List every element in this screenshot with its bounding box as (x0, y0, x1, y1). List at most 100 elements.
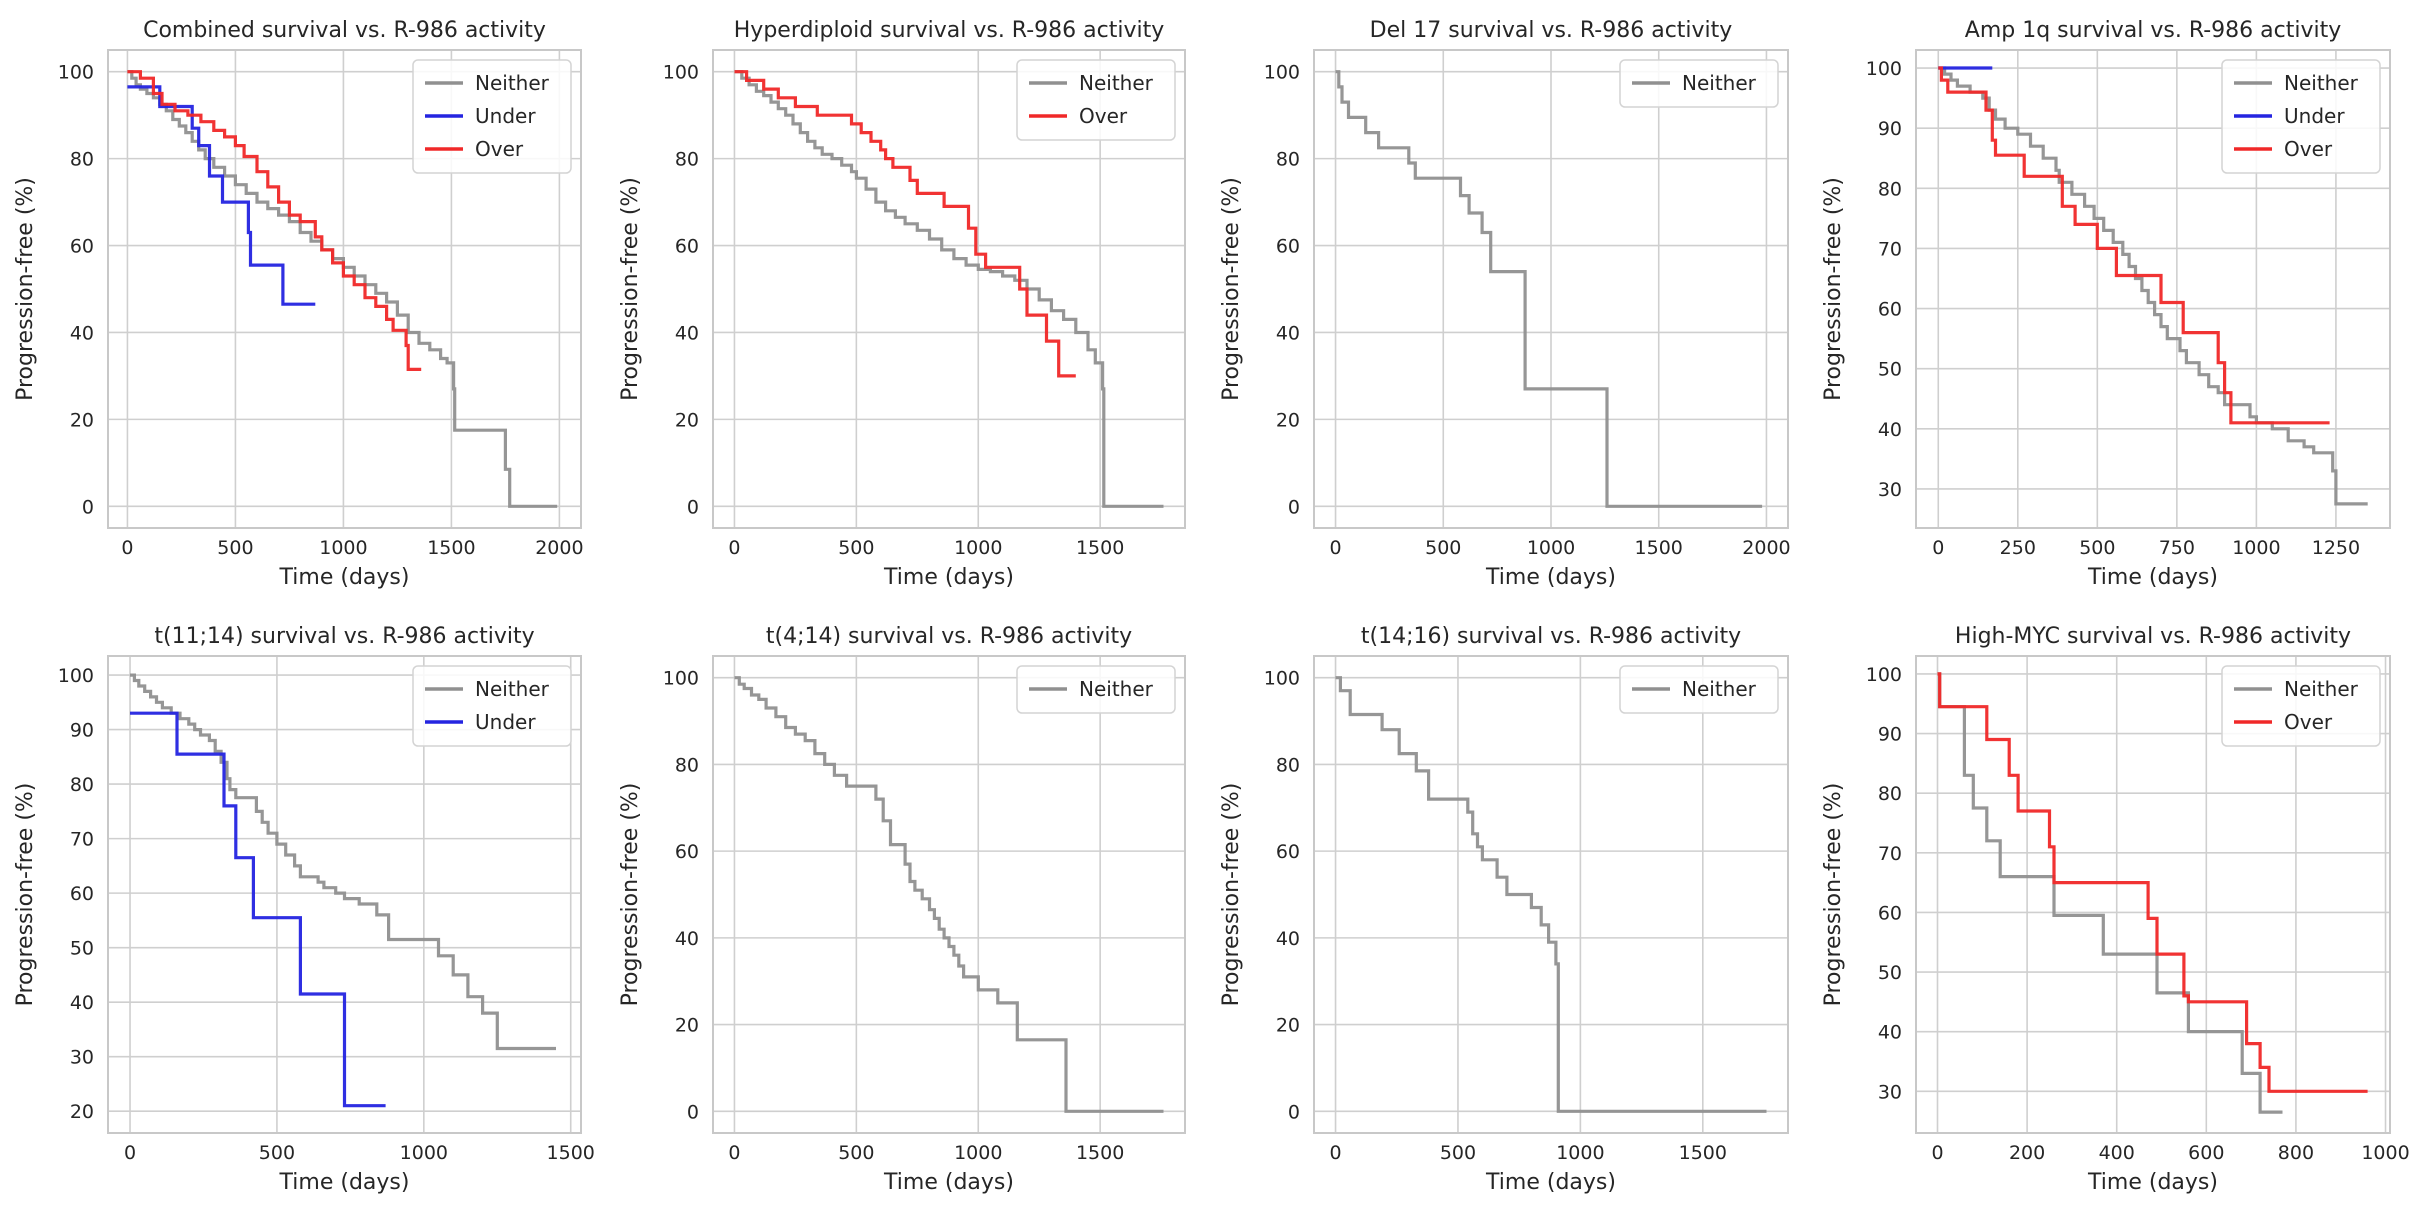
series-line-neither (734, 70, 1164, 508)
x-tick-label: 0 (728, 1142, 740, 1164)
y-tick-label: 60 (70, 883, 94, 905)
x-tick-label: 0 (121, 537, 133, 559)
x-axis-label: Time (days) (1485, 1170, 1616, 1195)
y-tick-label: 0 (1288, 496, 1300, 518)
plot-frame (712, 655, 1186, 1134)
y-tick-label: 20 (675, 1015, 699, 1037)
x-tick-label: 1500 (1635, 537, 1683, 559)
chart-title: High-MYC survival vs. R-986 activity (1955, 624, 2351, 649)
legend-box (1016, 665, 1176, 714)
plot-frame (1915, 49, 2391, 529)
y-axis-label: Progression-free (%) (1219, 177, 1244, 401)
plot-frame (107, 655, 582, 1134)
legend-box (2221, 665, 2381, 747)
legend-box (2221, 59, 2381, 174)
x-tick-label: 0 (1931, 1142, 1943, 1164)
y-tick-label: 60 (70, 236, 94, 258)
series-line-neither (734, 676, 1164, 1113)
y-tick-label: 50 (70, 938, 94, 960)
y-tick-label: 60 (1878, 299, 1902, 321)
y-tick-label: 20 (70, 409, 94, 431)
y-tick-label: 90 (70, 720, 94, 742)
legend-label-under: Under (475, 104, 536, 128)
y-tick-label: 70 (1878, 843, 1902, 865)
y-axis-label: Progression-free (%) (13, 783, 38, 1007)
y-tick-label: 100 (1264, 668, 1300, 690)
chart-title: t(11;14) survival vs. R-986 activity (154, 624, 534, 649)
x-tick-label: 1500 (547, 1142, 595, 1164)
y-tick-label: 80 (1878, 783, 1902, 805)
x-tick-label: 1000 (400, 1142, 448, 1164)
x-tick-label: 0 (728, 537, 740, 559)
x-tick-label: 200 (2009, 1142, 2045, 1164)
x-tick-label: 250 (2000, 537, 2036, 559)
x-tick-label: 400 (2099, 1142, 2135, 1164)
legend-box (1619, 665, 1779, 714)
y-tick-label: 60 (675, 841, 699, 863)
legend: Neither Under Over (2221, 59, 2381, 174)
series-line-neither (1335, 70, 1763, 508)
y-tick-label: 60 (1276, 841, 1300, 863)
y-tick-label: 40 (1276, 928, 1300, 950)
x-tick-label: 1000 (2232, 537, 2280, 559)
x-tick-label: 800 (2278, 1142, 2314, 1164)
legend-label-over: Over (475, 137, 524, 161)
legend: Neither (1619, 665, 1779, 714)
y-tick-label: 20 (675, 409, 699, 431)
chart-panel-6: 0 500 1000 1500 0 20 40 60 80 100 t(4;14) survival… (618, 624, 1186, 1195)
legend: Neither Over (1016, 59, 1176, 141)
series-line-over (1938, 66, 2330, 425)
x-tick-label: 1000 (954, 1142, 1002, 1164)
chart-panel-8: 0 200 400 600 800 1000 30 40 50 60 70 80 90 100 High-M… (1821, 624, 2410, 1195)
x-tick-label: 2000 (535, 537, 583, 559)
legend-label-over: Over (2284, 137, 2333, 161)
series-line-over (127, 70, 422, 371)
legend-box (1016, 59, 1176, 141)
x-tick-label: 1000 (2361, 1142, 2409, 1164)
x-axis-label: Time (days) (2087, 565, 2218, 590)
x-tick-label: 1250 (2312, 537, 2360, 559)
y-tick-label: 50 (1878, 359, 1902, 381)
y-tick-label: 100 (1866, 664, 1902, 686)
series-line-over (734, 70, 1076, 378)
x-tick-label: 500 (1425, 537, 1461, 559)
x-tick-label: 1000 (954, 537, 1002, 559)
y-tick-label: 40 (70, 992, 94, 1014)
x-axis-label: Time (days) (883, 565, 1014, 590)
legend-label-under: Under (2284, 104, 2345, 128)
y-tick-label: 0 (82, 496, 94, 518)
legend-label-neither: Neither (1682, 71, 1757, 95)
x-tick-label: 0 (1329, 537, 1341, 559)
y-tick-label: 0 (687, 496, 699, 518)
chart-panel-1: 0 500 1000 1500 2000 0 20 40 60 80 100 Combined sur… (13, 18, 584, 590)
x-axis-label: Time (days) (279, 1170, 410, 1195)
chart-panel-5: 0 500 1000 1500 20 30 40 50 60 70 80 90 100 t(11;14) … (13, 624, 595, 1195)
legend-box (1619, 59, 1779, 108)
y-tick-label: 20 (70, 1101, 94, 1123)
y-tick-label: 80 (1276, 754, 1300, 776)
series-line-under (130, 711, 386, 1108)
legend-label-neither: Neither (475, 71, 550, 95)
y-tick-label: 80 (675, 754, 699, 776)
y-tick-label: 100 (663, 62, 699, 84)
y-tick-label: 70 (70, 829, 94, 851)
plot-frame (1313, 49, 1789, 529)
series-line-under (127, 85, 316, 306)
chart-title: Del 17 survival vs. R-986 activity (1370, 18, 1733, 43)
x-tick-label: 750 (2159, 537, 2195, 559)
y-tick-label: 100 (58, 665, 94, 687)
x-tick-label: 500 (2079, 537, 2115, 559)
x-tick-label: 0 (124, 1142, 136, 1164)
series-line-neither (1937, 672, 2283, 1114)
y-tick-label: 80 (70, 774, 94, 796)
legend: Neither (1016, 665, 1176, 714)
y-tick-label: 40 (70, 322, 94, 344)
series-line-neither (130, 673, 556, 1051)
y-tick-label: 90 (1878, 724, 1902, 746)
chart-title: t(14;16) survival vs. R-986 activity (1361, 624, 1741, 649)
chart-panel-7: 0 500 1000 1500 0 20 40 60 80 100 t(14;16) surviva… (1219, 624, 1789, 1195)
y-axis-label: Progression-free (%) (1219, 783, 1244, 1007)
chart-panel-3: 0 500 1000 1500 2000 0 20 40 60 80 100 Del 17 survi… (1219, 18, 1791, 590)
plot-frame (712, 49, 1186, 529)
